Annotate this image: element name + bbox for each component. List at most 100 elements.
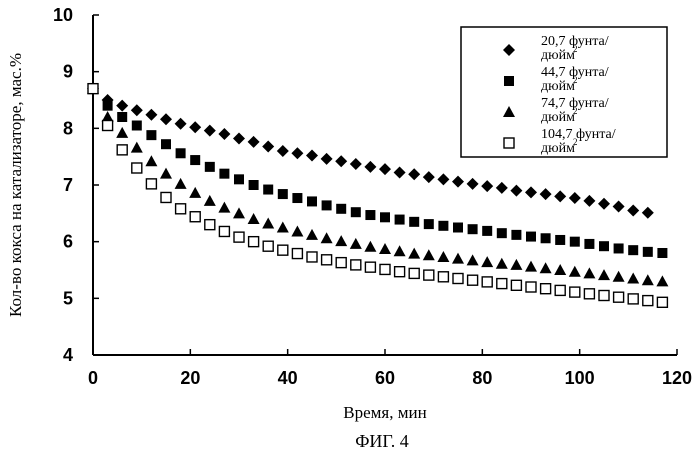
y-axis-title: Кол-во кокса на катализаторе, мас.% bbox=[6, 53, 25, 317]
data-point bbox=[613, 271, 625, 282]
data-point bbox=[350, 238, 362, 249]
data-point bbox=[570, 287, 580, 297]
legend-unit: дюйм bbox=[541, 79, 575, 94]
data-point bbox=[424, 270, 434, 280]
data-point bbox=[496, 258, 508, 269]
data-point bbox=[204, 195, 216, 206]
data-point bbox=[452, 176, 464, 188]
data-point bbox=[613, 201, 625, 213]
data-point bbox=[467, 178, 479, 190]
data-point bbox=[437, 251, 449, 262]
legend-unit: дюйм bbox=[541, 141, 575, 156]
data-point bbox=[176, 148, 186, 158]
data-point bbox=[189, 121, 201, 133]
data-point bbox=[204, 125, 216, 137]
data-point bbox=[525, 261, 537, 272]
data-point bbox=[555, 235, 565, 245]
data-point bbox=[643, 247, 653, 257]
data-point bbox=[394, 167, 406, 179]
y-tick-label: 7 bbox=[63, 175, 73, 195]
data-point bbox=[482, 277, 492, 287]
data-point bbox=[598, 269, 610, 280]
data-point bbox=[614, 243, 624, 253]
data-point bbox=[438, 272, 448, 282]
data-point bbox=[453, 223, 463, 233]
data-point bbox=[409, 217, 419, 227]
data-point bbox=[627, 205, 639, 217]
data-point bbox=[570, 237, 580, 247]
data-point bbox=[453, 274, 463, 284]
data-point bbox=[335, 155, 347, 167]
data-point bbox=[262, 140, 274, 152]
data-point bbox=[160, 113, 172, 125]
data-point bbox=[584, 239, 594, 249]
data-point bbox=[322, 200, 332, 210]
data-point bbox=[336, 258, 346, 268]
data-point bbox=[497, 228, 507, 238]
data-point bbox=[409, 268, 419, 278]
data-point bbox=[496, 182, 508, 194]
data-point bbox=[176, 204, 186, 214]
data-point bbox=[263, 241, 273, 251]
data-point bbox=[117, 112, 127, 122]
data-point bbox=[131, 142, 143, 153]
data-point bbox=[365, 262, 375, 272]
data-point bbox=[423, 249, 435, 260]
data-point bbox=[627, 273, 639, 284]
data-point bbox=[278, 245, 288, 255]
x-tick-label: 60 bbox=[375, 368, 395, 388]
x-axis-title: Время, мин bbox=[343, 403, 426, 422]
data-point bbox=[468, 224, 478, 234]
data-point bbox=[656, 275, 668, 286]
data-point bbox=[599, 291, 609, 301]
data-point bbox=[189, 187, 201, 198]
data-point bbox=[249, 237, 259, 247]
data-point bbox=[307, 252, 317, 262]
x-tick-label: 120 bbox=[662, 368, 692, 388]
data-point bbox=[321, 153, 333, 165]
data-point bbox=[526, 282, 536, 292]
data-point bbox=[554, 264, 566, 275]
data-point bbox=[350, 158, 362, 170]
data-point bbox=[306, 229, 318, 240]
data-point bbox=[335, 235, 347, 246]
data-point bbox=[146, 130, 156, 140]
data-point bbox=[116, 100, 128, 112]
data-point bbox=[511, 230, 521, 240]
legend-unit-exponent: 2 bbox=[573, 44, 578, 54]
data-point bbox=[219, 226, 229, 236]
figure-caption: ФИГ. 4 bbox=[355, 431, 409, 451]
data-point bbox=[132, 121, 142, 131]
data-point bbox=[569, 266, 581, 277]
data-point bbox=[277, 145, 289, 157]
data-point bbox=[510, 259, 522, 270]
legend-unit: дюйм bbox=[541, 110, 575, 125]
data-point bbox=[510, 185, 522, 197]
x-tick-label: 0 bbox=[88, 368, 98, 388]
data-point bbox=[482, 226, 492, 236]
data-point bbox=[219, 169, 229, 179]
data-point bbox=[541, 284, 551, 294]
y-tick-label: 5 bbox=[63, 288, 73, 308]
data-point bbox=[395, 267, 405, 277]
y-tick-label: 6 bbox=[63, 232, 73, 252]
data-point bbox=[554, 190, 566, 202]
data-point bbox=[438, 221, 448, 231]
data-point bbox=[614, 292, 624, 302]
data-point bbox=[643, 296, 653, 306]
data-point bbox=[233, 207, 245, 218]
data-point bbox=[336, 204, 346, 214]
data-point bbox=[145, 155, 157, 166]
data-point bbox=[583, 267, 595, 278]
data-point bbox=[307, 196, 317, 206]
data-point bbox=[408, 248, 420, 259]
data-point bbox=[423, 171, 435, 183]
data-point bbox=[322, 255, 332, 265]
legend-unit-exponent: 2 bbox=[573, 75, 578, 85]
data-point bbox=[540, 262, 552, 273]
legend-unit: дюйм bbox=[541, 48, 575, 63]
data-point bbox=[467, 254, 479, 265]
data-point bbox=[365, 210, 375, 220]
data-point bbox=[249, 180, 259, 190]
